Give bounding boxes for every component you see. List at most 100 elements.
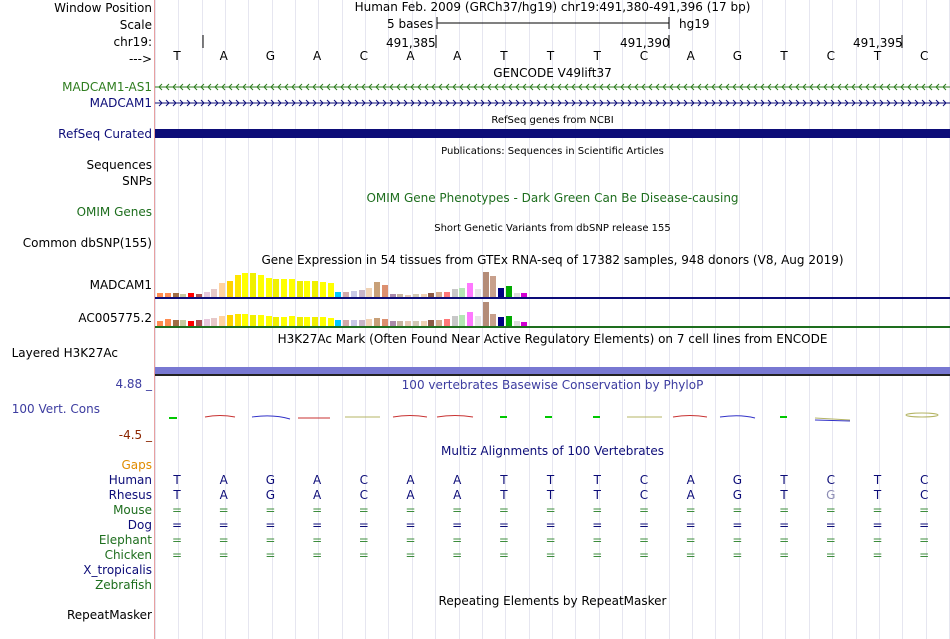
- gtex-tissue-bar[interactable]: [250, 273, 256, 297]
- gtex-tissue-bar[interactable]: [350, 291, 357, 297]
- gtex-tissue-bar[interactable]: [467, 283, 473, 297]
- gtex-tissue-bar[interactable]: [451, 289, 458, 297]
- gtex-tissue-bar[interactable]: [428, 293, 435, 297]
- gtex-tissue-bar[interactable]: [219, 316, 225, 326]
- track-label-repeatmasker[interactable]: RepeatMasker: [66, 608, 152, 622]
- gtex-tissue-bar[interactable]: [188, 293, 194, 297]
- gtex-tissue-bar[interactable]: [513, 293, 520, 297]
- gtex-tissue-bar[interactable]: [234, 314, 241, 326]
- gtex-tissue-bar[interactable]: [335, 292, 342, 297]
- gtex-tissue-bar[interactable]: [312, 281, 318, 297]
- gtex-tissue-bar[interactable]: [389, 294, 396, 297]
- gtex-tissue-bar[interactable]: [164, 293, 171, 297]
- gtex-tissue-bar[interactable]: [436, 320, 442, 326]
- gtex-tissue-bar[interactable]: [459, 315, 466, 326]
- gtex-tissue-bar[interactable]: [273, 279, 280, 297]
- gtex-tissue-bar[interactable]: [374, 318, 380, 326]
- gtex-tissue-bar[interactable]: [459, 288, 466, 297]
- gtex-tissue-bar[interactable]: [296, 317, 303, 326]
- gtex-tissue-bar[interactable]: [513, 321, 520, 326]
- gtex-tissue-bar[interactable]: [428, 320, 435, 326]
- gtex-tissue-bar[interactable]: [327, 318, 334, 326]
- gtex-tissue-bar[interactable]: [381, 319, 388, 326]
- gtex-tissue-bar[interactable]: [157, 293, 163, 297]
- gtex-tissue-bar[interactable]: [343, 320, 349, 326]
- gtex-tissue-bar[interactable]: [412, 321, 419, 326]
- gtex-tissue-bar[interactable]: [304, 281, 311, 297]
- track-label-madcam1-as1[interactable]: MADCAM1-AS1: [62, 80, 152, 94]
- gtex-tissue-bar[interactable]: [335, 320, 342, 326]
- gtex-tissue-bar[interactable]: [405, 295, 411, 297]
- gtex-tissue-bar[interactable]: [505, 316, 512, 326]
- gtex-tissue-bar[interactable]: [226, 281, 233, 297]
- gtex-tissue-bar[interactable]: [467, 312, 473, 326]
- gtex-tissue-bar[interactable]: [443, 292, 450, 297]
- gtex-tissue-bar[interactable]: [412, 294, 419, 297]
- gene-models[interactable]: [155, 0, 950, 120]
- gtex-tissue-bar[interactable]: [420, 294, 427, 297]
- gtex-tissue-bar[interactable]: [281, 317, 287, 326]
- gtex-tissue-bar[interactable]: [257, 275, 264, 297]
- track-label-gtex-ac005775[interactable]: AC005775.2: [78, 311, 152, 325]
- gtex-tissue-bar[interactable]: [180, 294, 187, 297]
- track-label-common-dbsnp[interactable]: Common dbSNP(155): [22, 236, 152, 250]
- gtex-tissue-bar[interactable]: [505, 286, 512, 297]
- gtex-tissue-bar[interactable]: [273, 317, 280, 326]
- gtex-tissue-bar[interactable]: [436, 292, 442, 297]
- gtex-tissue-bar[interactable]: [288, 316, 295, 326]
- gtex-tissue-bar[interactable]: [474, 316, 481, 326]
- gtex-tissue-bar[interactable]: [172, 293, 179, 297]
- gtex-tissue-bar[interactable]: [490, 314, 497, 326]
- gtex-tissue-bar[interactable]: [195, 320, 202, 326]
- gtex-tissue-bar[interactable]: [265, 316, 272, 326]
- gtex-tissue-bar[interactable]: [490, 276, 497, 297]
- gtex-tissue-bar[interactable]: [498, 288, 504, 297]
- track-label-100-vert-cons[interactable]: 100 Vert. Cons: [11, 402, 100, 416]
- gtex-tissue-bar[interactable]: [443, 319, 450, 326]
- track-label-layered-h3k27ac[interactable]: Layered H3K27Ac: [11, 346, 118, 360]
- gtex-tissue-bar[interactable]: [281, 279, 287, 297]
- gtex-tissue-bar[interactable]: [451, 316, 458, 326]
- gtex-tissue-bar[interactable]: [265, 278, 272, 297]
- gtex-tissue-bar[interactable]: [366, 319, 373, 326]
- gtex-tissue-bar[interactable]: [219, 283, 225, 297]
- track-label-gtex-madcam1[interactable]: MADCAM1: [89, 278, 152, 292]
- gtex-tissue-bar[interactable]: [172, 320, 179, 326]
- phylop-graph[interactable]: [155, 0, 950, 440]
- gtex-tissue-bar[interactable]: [389, 321, 396, 326]
- gtex-tissue-bar[interactable]: [358, 290, 365, 297]
- gtex-tissue-bar[interactable]: [203, 292, 210, 297]
- gtex-tissue-bar[interactable]: [482, 302, 489, 326]
- gtex-tissue-bar[interactable]: [366, 288, 373, 297]
- gtex-tissue-bar[interactable]: [234, 275, 241, 297]
- gtex-tissue-bar[interactable]: [242, 273, 249, 297]
- gtex-tissue-bar[interactable]: [211, 289, 218, 297]
- gtex-tissue-bar[interactable]: [397, 294, 404, 297]
- gtex-tissue-bar[interactable]: [498, 317, 504, 326]
- gtex-tissue-bar[interactable]: [405, 321, 411, 326]
- gtex-tissue-bar[interactable]: [180, 320, 187, 326]
- gtex-tissue-bar[interactable]: [374, 282, 380, 297]
- gtex-tissue-bar[interactable]: [203, 319, 210, 326]
- gtex-tissue-bar[interactable]: [157, 321, 163, 326]
- h3k27ac-signal[interactable]: [155, 367, 950, 374]
- gtex-tissue-bar[interactable]: [319, 317, 326, 326]
- gtex-tissue-bar[interactable]: [381, 285, 388, 297]
- gtex-tissue-bar[interactable]: [195, 294, 202, 297]
- gtex-tissue-bar[interactable]: [327, 283, 334, 297]
- track-label-sequences[interactable]: Sequences: [86, 158, 152, 172]
- gtex-tissue-bar[interactable]: [343, 292, 349, 297]
- gtex-tissue-bar[interactable]: [482, 272, 489, 297]
- gtex-tissue-bar[interactable]: [242, 314, 249, 326]
- gtex-tissue-bar[interactable]: [312, 317, 318, 326]
- gtex-tissue-bar[interactable]: [474, 289, 481, 297]
- gtex-tissue-bar[interactable]: [304, 317, 311, 326]
- track-label-omim-genes[interactable]: OMIM Genes: [76, 205, 152, 219]
- gtex-tissue-bar[interactable]: [257, 315, 264, 326]
- track-label-madcam1[interactable]: MADCAM1: [89, 96, 152, 110]
- refseq-gene-bar[interactable]: [155, 129, 950, 138]
- gtex-tissue-bar[interactable]: [250, 315, 256, 326]
- gtex-tissue-bar[interactable]: [188, 321, 194, 326]
- track-image[interactable]: Human Feb. 2009 (GRCh37/hg19) chr19:491,…: [155, 0, 950, 639]
- gtex-tissue-bar[interactable]: [420, 321, 427, 326]
